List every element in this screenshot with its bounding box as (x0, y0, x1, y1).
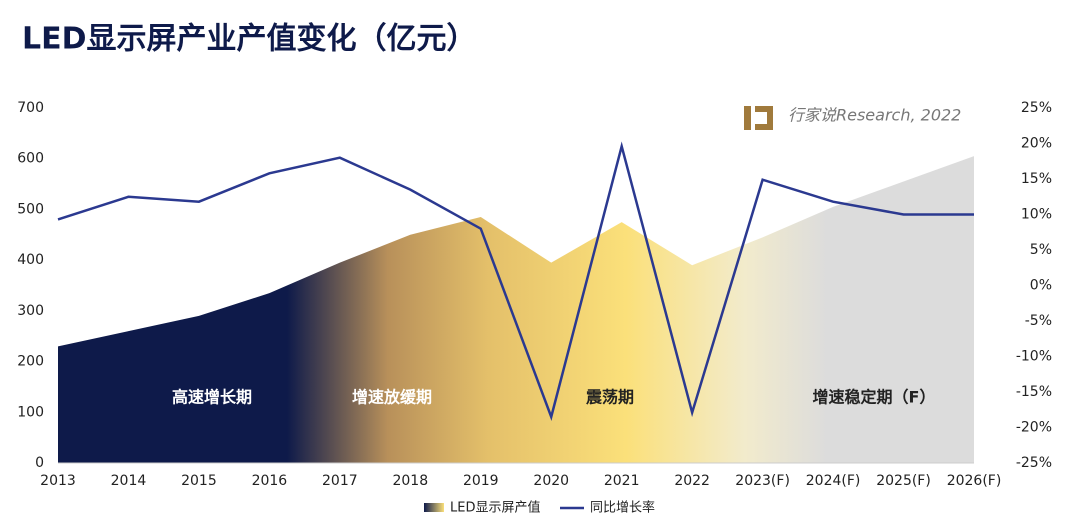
x-tick-label: 2015 (181, 473, 217, 489)
y2-tick-label: -20% (1016, 420, 1052, 436)
phase-label: 增速放缓期 (352, 388, 432, 407)
watermark: 行家说Research, 2022 (788, 106, 961, 125)
x-tick-label: 2021 (604, 473, 640, 489)
y2-tick-label: -10% (1016, 349, 1052, 365)
x-tick-label: 2016 (252, 473, 288, 489)
chart-title: LED显示屏产业产值变化（亿元） (22, 22, 477, 57)
value-area (58, 156, 974, 463)
y2-tick-label: 0% (1030, 278, 1052, 294)
x-tick-label: 2013 (40, 473, 76, 489)
y2-tick-label: 20% (1021, 136, 1052, 152)
phase-label: 震荡期 (585, 388, 634, 407)
phase-label: 增速稳定期（F） (813, 388, 936, 407)
y-tick-label: 700 (17, 100, 44, 116)
y-tick-label: 400 (17, 252, 44, 268)
x-tick-label: 2018 (392, 473, 428, 489)
y2-tick-label: -5% (1025, 313, 1052, 329)
y2-tick-label: 5% (1030, 242, 1052, 258)
phase-label: 高速增长期 (172, 388, 252, 407)
growth-line (57, 141, 974, 421)
legend-swatch (424, 503, 444, 512)
y-tick-label: 100 (17, 404, 44, 420)
y-tick-label: 200 (17, 354, 44, 370)
x-tick-label: 2025(F) (876, 473, 931, 489)
x-tick-label: 2023(F) (735, 473, 790, 489)
x-tick-label: 2014 (111, 473, 147, 489)
y2-tick-label: -15% (1016, 384, 1052, 400)
y-tick-label: 300 (17, 303, 44, 319)
x-tick-label: 2019 (463, 473, 499, 489)
x-tick-label: 2024(F) (806, 473, 861, 489)
y2-tick-label: 10% (1021, 207, 1052, 223)
legend-label: 同比增长率 (590, 500, 655, 516)
y-tick-label: 0 (35, 455, 44, 471)
y-tick-label: 600 (17, 151, 44, 167)
x-tick-label: 2017 (322, 473, 358, 489)
legend-label: LED显示屏产值 (450, 500, 540, 516)
y2-tick-label: -25% (1016, 455, 1052, 471)
x-tick-label: 2020 (533, 473, 569, 489)
x-tick-label: 2026(F) (947, 473, 1002, 489)
y2-tick-label: 15% (1021, 171, 1052, 187)
watermark-logo (744, 106, 773, 130)
x-tick-label: 2022 (674, 473, 710, 489)
y-tick-label: 500 (17, 201, 44, 217)
y2-tick-label: 25% (1021, 100, 1052, 116)
